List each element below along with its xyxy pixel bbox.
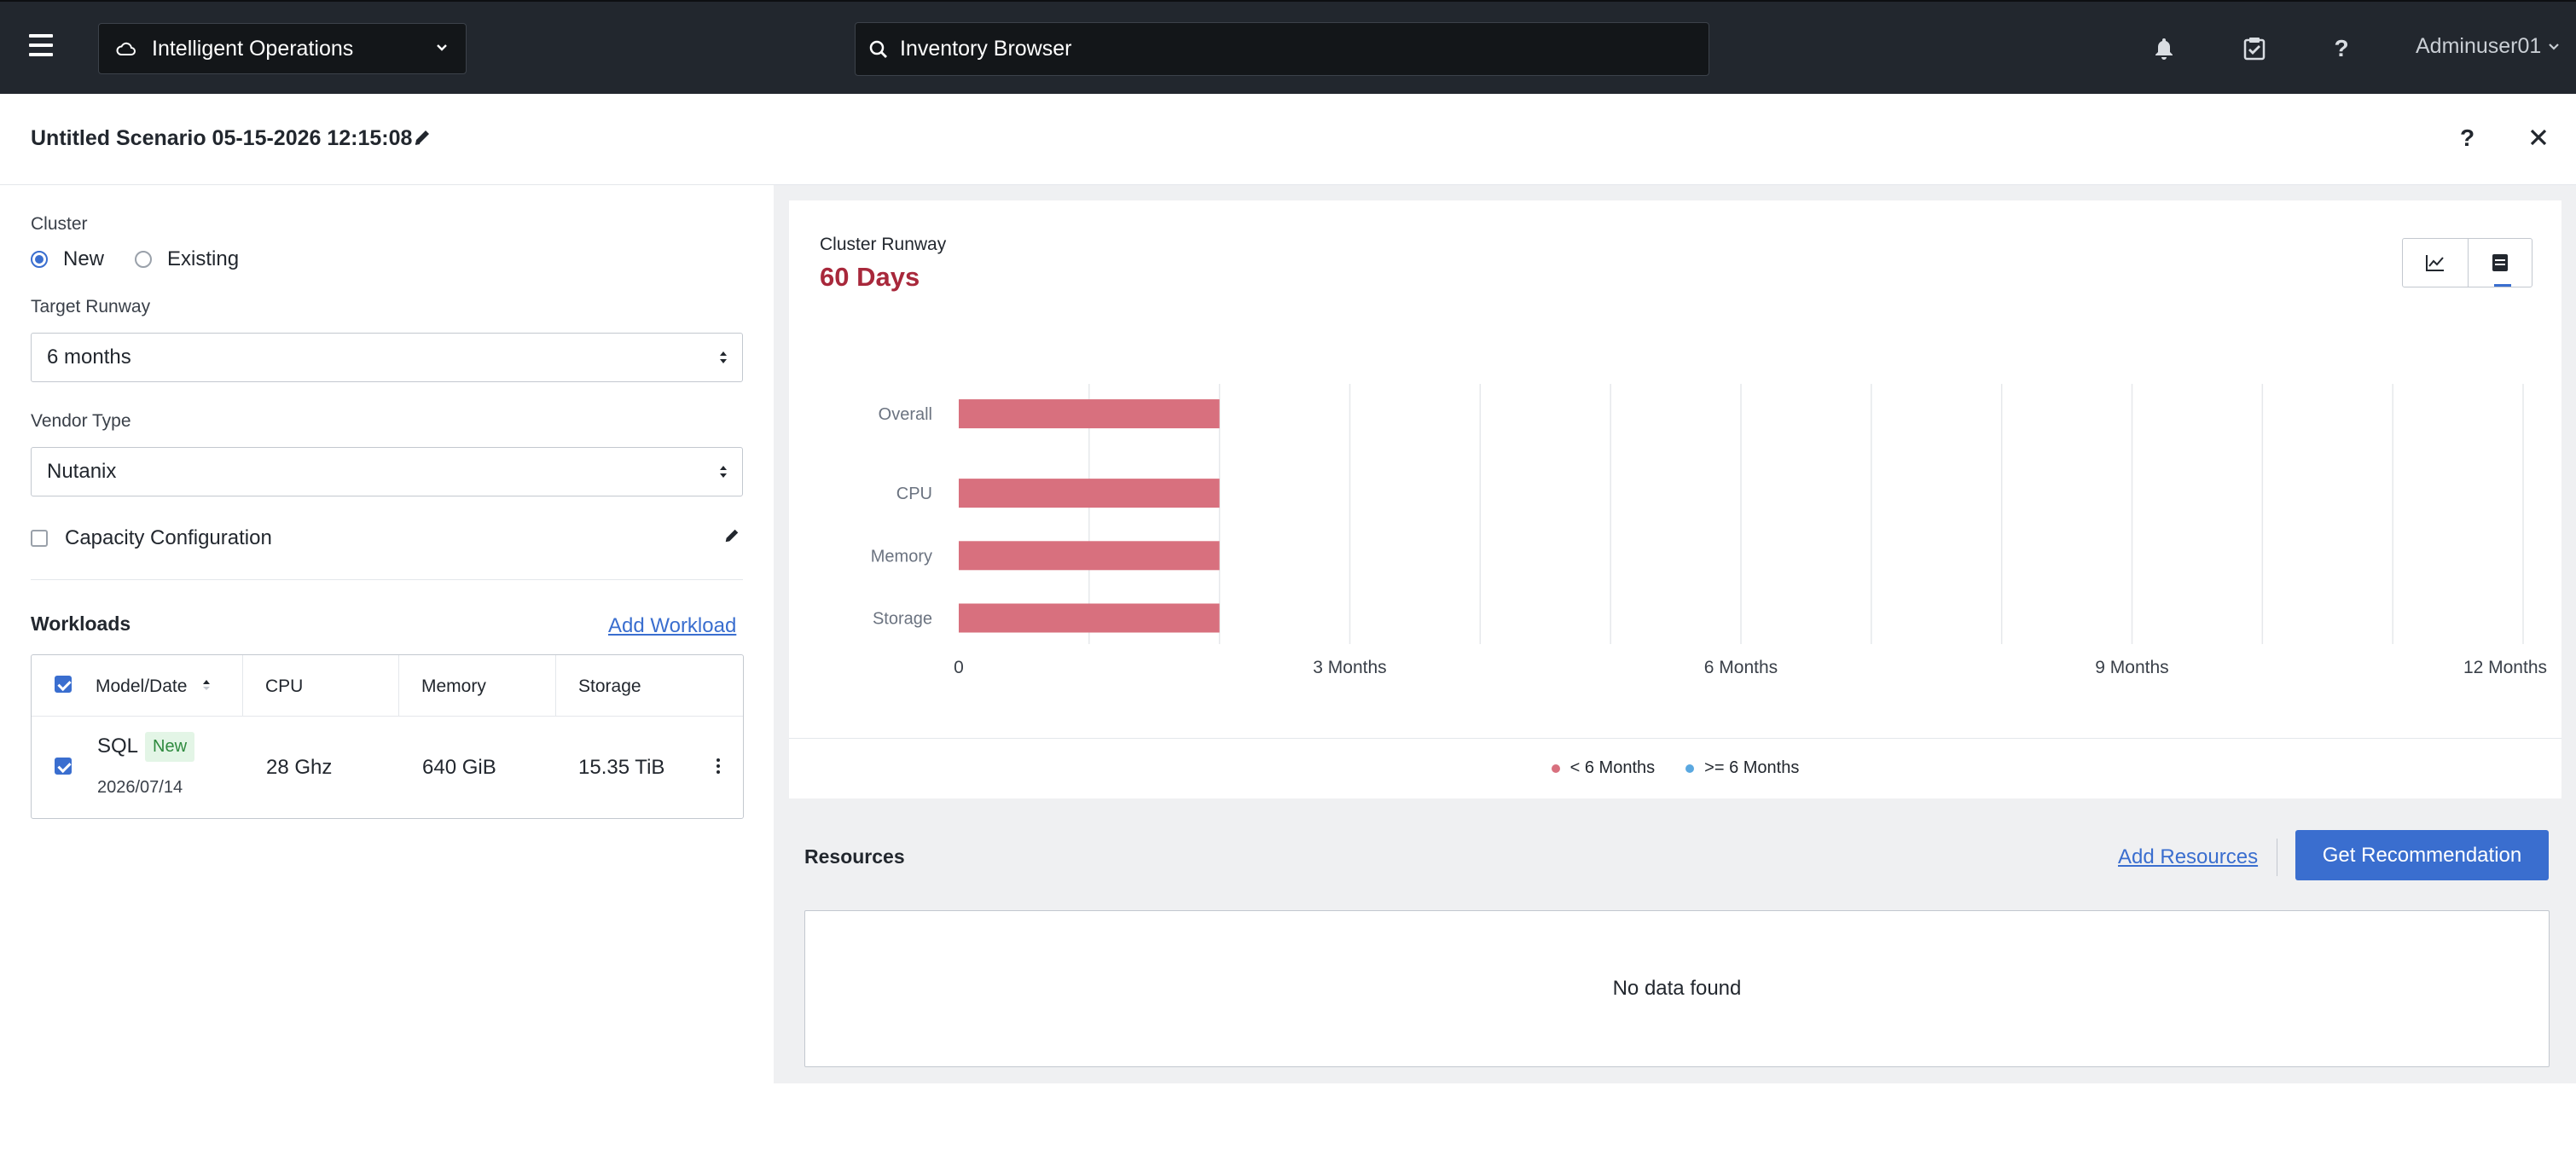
chevron-down-icon (2549, 43, 2560, 50)
select-arrows-icon (720, 351, 727, 363)
user-name: Adminuser01 (2416, 34, 2542, 58)
user-menu[interactable]: Adminuser01 (2416, 34, 2560, 59)
results-panel: Cluster Runway 60 Days Overall CPU Memory S… (774, 185, 2576, 1083)
vendor-type-value: Nutanix (47, 460, 117, 483)
x-tick-label: 6 Months (1704, 658, 1778, 677)
runway-bar-overall (959, 399, 1220, 429)
cluster-new-label[interactable]: New (63, 247, 105, 270)
legend-item-under-6-months[interactable]: < 6 Months (1551, 758, 1656, 778)
legend-label: >= 6 Months (1704, 758, 1800, 777)
table-view-icon[interactable] (2467, 239, 2532, 287)
get-recommendation-button[interactable]: Get Recommendation (2295, 830, 2549, 880)
add-resources-link[interactable]: Add Resources (2118, 845, 2259, 868)
x-tick-label: 3 Months (1313, 658, 1386, 677)
resources-table: No data found (804, 910, 2550, 1067)
y-tick-label: CPU (896, 485, 932, 503)
target-runway-value: 6 months (47, 345, 131, 369)
capacity-config-row: Capacity Configuration (31, 526, 272, 550)
vendor-type-label: Vendor Type (31, 411, 131, 431)
runway-bar-storage (959, 603, 1220, 633)
y-tick-label: Storage (873, 610, 932, 629)
column-header-model-date[interactable]: Model/Date (96, 676, 188, 696)
column-header-cpu: CPU (265, 676, 304, 696)
scenario-title-bar: Untitled Scenario 05-15-2026 12:15:08 ? (0, 94, 2576, 185)
vendor-type-select[interactable]: Nutanix (31, 447, 743, 496)
status-badge: New (145, 732, 195, 762)
capacity-config-label[interactable]: Capacity Configuration (65, 526, 272, 549)
column-divider (555, 655, 556, 717)
help-icon[interactable]: ? (2334, 35, 2349, 61)
hamburger-menu-icon[interactable] (29, 34, 53, 60)
row-actions-kebab-icon[interactable] (717, 758, 722, 776)
workload-cpu: 28 Ghz (266, 756, 333, 779)
resources-title: Resources (804, 845, 905, 868)
scenario-config-panel: Cluster New Existing Target Runway 6 mon… (0, 185, 774, 1167)
add-workload-link[interactable]: Add Workload (608, 614, 737, 637)
cluster-existing-radio[interactable] (135, 251, 153, 268)
legend-color-swatch (1685, 763, 1695, 773)
cluster-radio-group: New Existing (31, 247, 239, 271)
workloads-table: Model/Date CPU Memory Storage SQL New 20… (31, 654, 744, 819)
scenario-title: Untitled Scenario 05-15-2026 12:15:08 (31, 126, 413, 150)
search-placeholder: Inventory Browser (900, 37, 1072, 61)
cluster-runway-value: 60 Days (820, 262, 920, 292)
cluster-new-radio[interactable] (31, 251, 48, 268)
cluster-runway-card: Cluster Runway 60 Days Overall CPU Memory S… (789, 200, 2561, 798)
target-runway-label: Target Runway (31, 297, 151, 316)
runway-bar-memory (959, 541, 1220, 571)
workload-name: SQL (97, 734, 139, 758)
chart-view-toggle (2402, 238, 2532, 287)
select-arrows-icon (720, 466, 727, 478)
top-navigation-bar: Intelligent Operations Inventory Browser… (0, 0, 2576, 94)
capacity-config-edit-pencil-icon[interactable] (723, 527, 740, 549)
x-tick-label: 9 Months (2095, 658, 2168, 677)
sort-ascending-icon[interactable] (202, 678, 211, 690)
runway-bar-cpu (959, 479, 1220, 508)
select-all-checkbox[interactable] (55, 676, 72, 693)
search-icon (869, 40, 887, 58)
workloads-title: Workloads (31, 613, 131, 635)
close-icon[interactable] (2529, 128, 2548, 151)
line-chart-view-icon[interactable] (2403, 239, 2468, 287)
legend-divider (789, 738, 2561, 739)
column-divider (242, 655, 243, 717)
active-view-indicator (2494, 284, 2511, 287)
cluster-label: Cluster (31, 214, 88, 234)
column-header-storage: Storage (578, 676, 641, 696)
column-divider (398, 655, 399, 717)
section-divider (31, 579, 743, 580)
legend-item-6-months-or-more[interactable]: >= 6 Months (1685, 758, 1799, 778)
legend-label: < 6 Months (1569, 758, 1656, 777)
cluster-existing-label[interactable]: Existing (167, 247, 240, 270)
table-header: Model/Date CPU Memory Storage (32, 655, 743, 717)
y-tick-label: Overall (879, 405, 932, 424)
panel-help-icon[interactable]: ? (2460, 125, 2475, 151)
y-tick-label: Memory (871, 547, 932, 566)
tasks-clipboard-icon[interactable] (2242, 34, 2267, 63)
column-header-memory: Memory (421, 676, 486, 696)
runway-bar-chart: Overall CPU Memory Storage 0 3 Months 6 Months… (871, 384, 2547, 677)
x-tick-label: 0 (954, 658, 964, 677)
chart-legend: < 6 Months >= 6 Months (789, 758, 2561, 778)
empty-state-text: No data found (1612, 977, 1742, 1000)
cloud-icon (116, 42, 136, 55)
x-tick-label: 12 Months (2463, 658, 2547, 677)
row-checkbox[interactable] (55, 758, 72, 775)
workload-storage: 15.35 TiB (578, 756, 665, 779)
workload-date: 2026/07/14 (97, 778, 183, 797)
search-input[interactable]: Inventory Browser (855, 22, 1709, 76)
capacity-config-checkbox[interactable] (31, 530, 48, 547)
edit-title-pencil-icon[interactable] (413, 128, 432, 151)
app-switcher-label: Intelligent Operations (152, 36, 354, 61)
target-runway-select[interactable]: 6 months (31, 333, 743, 382)
app-switcher-dropdown[interactable]: Intelligent Operations (98, 23, 467, 74)
notifications-bell-icon[interactable] (2151, 34, 2177, 63)
legend-color-swatch (1551, 763, 1560, 773)
workload-memory: 640 GiB (422, 756, 496, 779)
cluster-runway-label: Cluster Runway (820, 235, 947, 254)
chevron-down-icon (437, 44, 447, 51)
